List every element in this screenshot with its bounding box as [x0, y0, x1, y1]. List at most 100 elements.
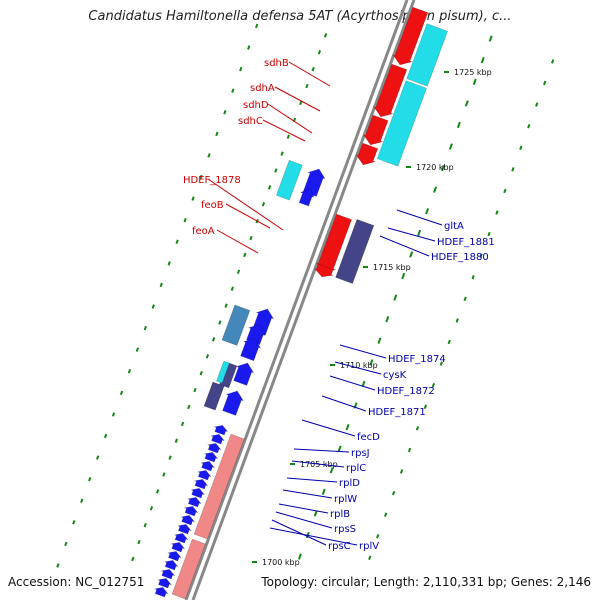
reverse-gene-ribosomal	[193, 478, 209, 490]
reverse-gene-ribosomal	[203, 451, 219, 463]
scale-tick-outer	[463, 296, 467, 302]
rna-feature	[216, 360, 230, 384]
leader-line-HDEF_1874	[339, 344, 387, 359]
scale-tick-outer	[550, 59, 555, 64]
scale-tick-inner	[156, 489, 160, 494]
forward-gene-feoA	[314, 263, 334, 278]
scale-tick-inner	[239, 66, 243, 72]
scale-tick-outer	[369, 359, 374, 366]
leader-line-gltA	[396, 209, 443, 226]
leader-line-sdhA	[274, 86, 321, 112]
pseudo-feature	[193, 433, 245, 540]
scale-tick-inner	[205, 354, 210, 359]
reverse-gene-ribosomal	[190, 487, 206, 499]
leader-line-rplD	[286, 477, 338, 483]
gene-label-HDEF_1881: HDEF_1881	[437, 237, 495, 248]
leader-line-cysK	[334, 361, 382, 375]
scale-tick-inner	[72, 520, 76, 525]
reverse-gene-ribosomal	[163, 559, 179, 571]
scale-tick-outer	[384, 512, 388, 517]
scale-tick-outer	[376, 534, 380, 539]
scale-tick-inner	[224, 303, 228, 308]
scale-tick-inner	[249, 235, 253, 241]
scale-tick-inner	[151, 304, 155, 309]
scale-tick-outer	[487, 231, 491, 237]
gene-label-feoB: feoB	[201, 200, 224, 211]
reverse-gene-HDEF_1871	[222, 390, 245, 416]
reverse-gene-ribosomal	[153, 586, 169, 598]
rna-feature	[275, 159, 303, 201]
gene-label-gltA: gltA	[444, 221, 464, 232]
scale-tick-outer	[391, 490, 396, 496]
scale-tick-inner	[143, 325, 147, 331]
scale-tick-outer	[345, 423, 350, 431]
scale-tick-inner	[199, 174, 203, 180]
leader-line-rplC	[291, 460, 345, 468]
scale-tick-inner	[174, 438, 178, 443]
scale-label-1715-kbp: 1715 kbp	[373, 263, 411, 272]
reverse-gene-ribosomal	[180, 514, 196, 526]
scale-tick-inner	[274, 168, 278, 173]
reverse-gene-ribosomal	[186, 496, 202, 508]
scale-tick-outer	[479, 253, 483, 258]
scale-tick-outer	[337, 445, 342, 452]
gene-label-rplC: rplC	[346, 463, 366, 474]
leader-line-HDEF_1878	[207, 178, 284, 231]
scale-tick-inner	[168, 455, 172, 460]
scale-tick-inner	[324, 33, 328, 38]
leader-line-sdhC	[262, 119, 306, 142]
scale-tick-inner	[212, 337, 216, 342]
scale-tick-outer	[433, 186, 438, 193]
leader-line-rpsJ	[293, 448, 350, 453]
scale-tick-outer	[472, 78, 477, 85]
leader-line-sdhB	[288, 61, 331, 87]
reverse-gene-HDEF_1872	[233, 362, 255, 386]
leader-line-fecD	[301, 419, 356, 437]
scale-tick-outer	[439, 361, 443, 366]
scale-tick-inner	[183, 217, 187, 223]
scale-label-1720-kbp: 1720 kbp	[416, 163, 454, 172]
leader-line-HDEF_1880	[379, 235, 430, 257]
scale-tick-inner	[149, 506, 154, 511]
gene-label-HDEF_1872: HDEF_1872	[377, 386, 435, 397]
reverse-gene-ribosomal	[176, 523, 193, 535]
scale-tick-inner	[191, 196, 195, 201]
forward-gene-sdhA	[373, 63, 408, 118]
gene-label-rplD: rplD	[339, 478, 360, 489]
scale-tick-inner	[96, 455, 100, 460]
gene-label-cysK: cysK	[383, 370, 407, 381]
forward-gene-sdhB	[392, 6, 429, 66]
reverse-gene-ribosomal	[173, 532, 189, 544]
scale-tick-outer	[425, 208, 430, 215]
scale-tick-inner	[311, 66, 315, 72]
reverse-gene-ribosomal	[166, 550, 183, 562]
scale-tick-inner	[268, 185, 272, 190]
scale-tick-outer	[447, 339, 451, 345]
scale-tick-inner	[261, 202, 266, 207]
scale-tick-inner	[280, 151, 284, 156]
scale-tick-inner	[180, 421, 185, 427]
gene-label-rpsS: rpsS	[334, 524, 356, 535]
scale-tick-outer	[441, 164, 445, 172]
scale-tick-outer	[503, 188, 507, 194]
leader-line-rpsC	[271, 519, 327, 546]
scale-tick-outer	[455, 318, 459, 323]
scale-tick-outer	[377, 337, 382, 344]
gene-label-rplW: rplW	[334, 494, 357, 505]
genome-backbone	[184, 0, 409, 600]
scale-tick-inner	[231, 88, 235, 93]
leader-line-rplB	[278, 503, 329, 514]
scale-tick-inner	[127, 369, 132, 374]
scale-tick-outer	[519, 145, 523, 150]
rna-feature	[406, 23, 448, 87]
reverse-gene-ribosomal	[160, 568, 176, 580]
pseudo-feature	[171, 538, 206, 600]
scale-tick-inner	[305, 83, 309, 89]
leader-line-sdhD	[267, 103, 313, 134]
reverse-gene-ribosomal	[183, 505, 199, 517]
reverse-gene-ribosomal	[200, 460, 216, 472]
scale-tick-inner	[255, 23, 259, 29]
scale-tick-inner	[215, 131, 219, 137]
scale-tick-inner	[56, 563, 60, 568]
